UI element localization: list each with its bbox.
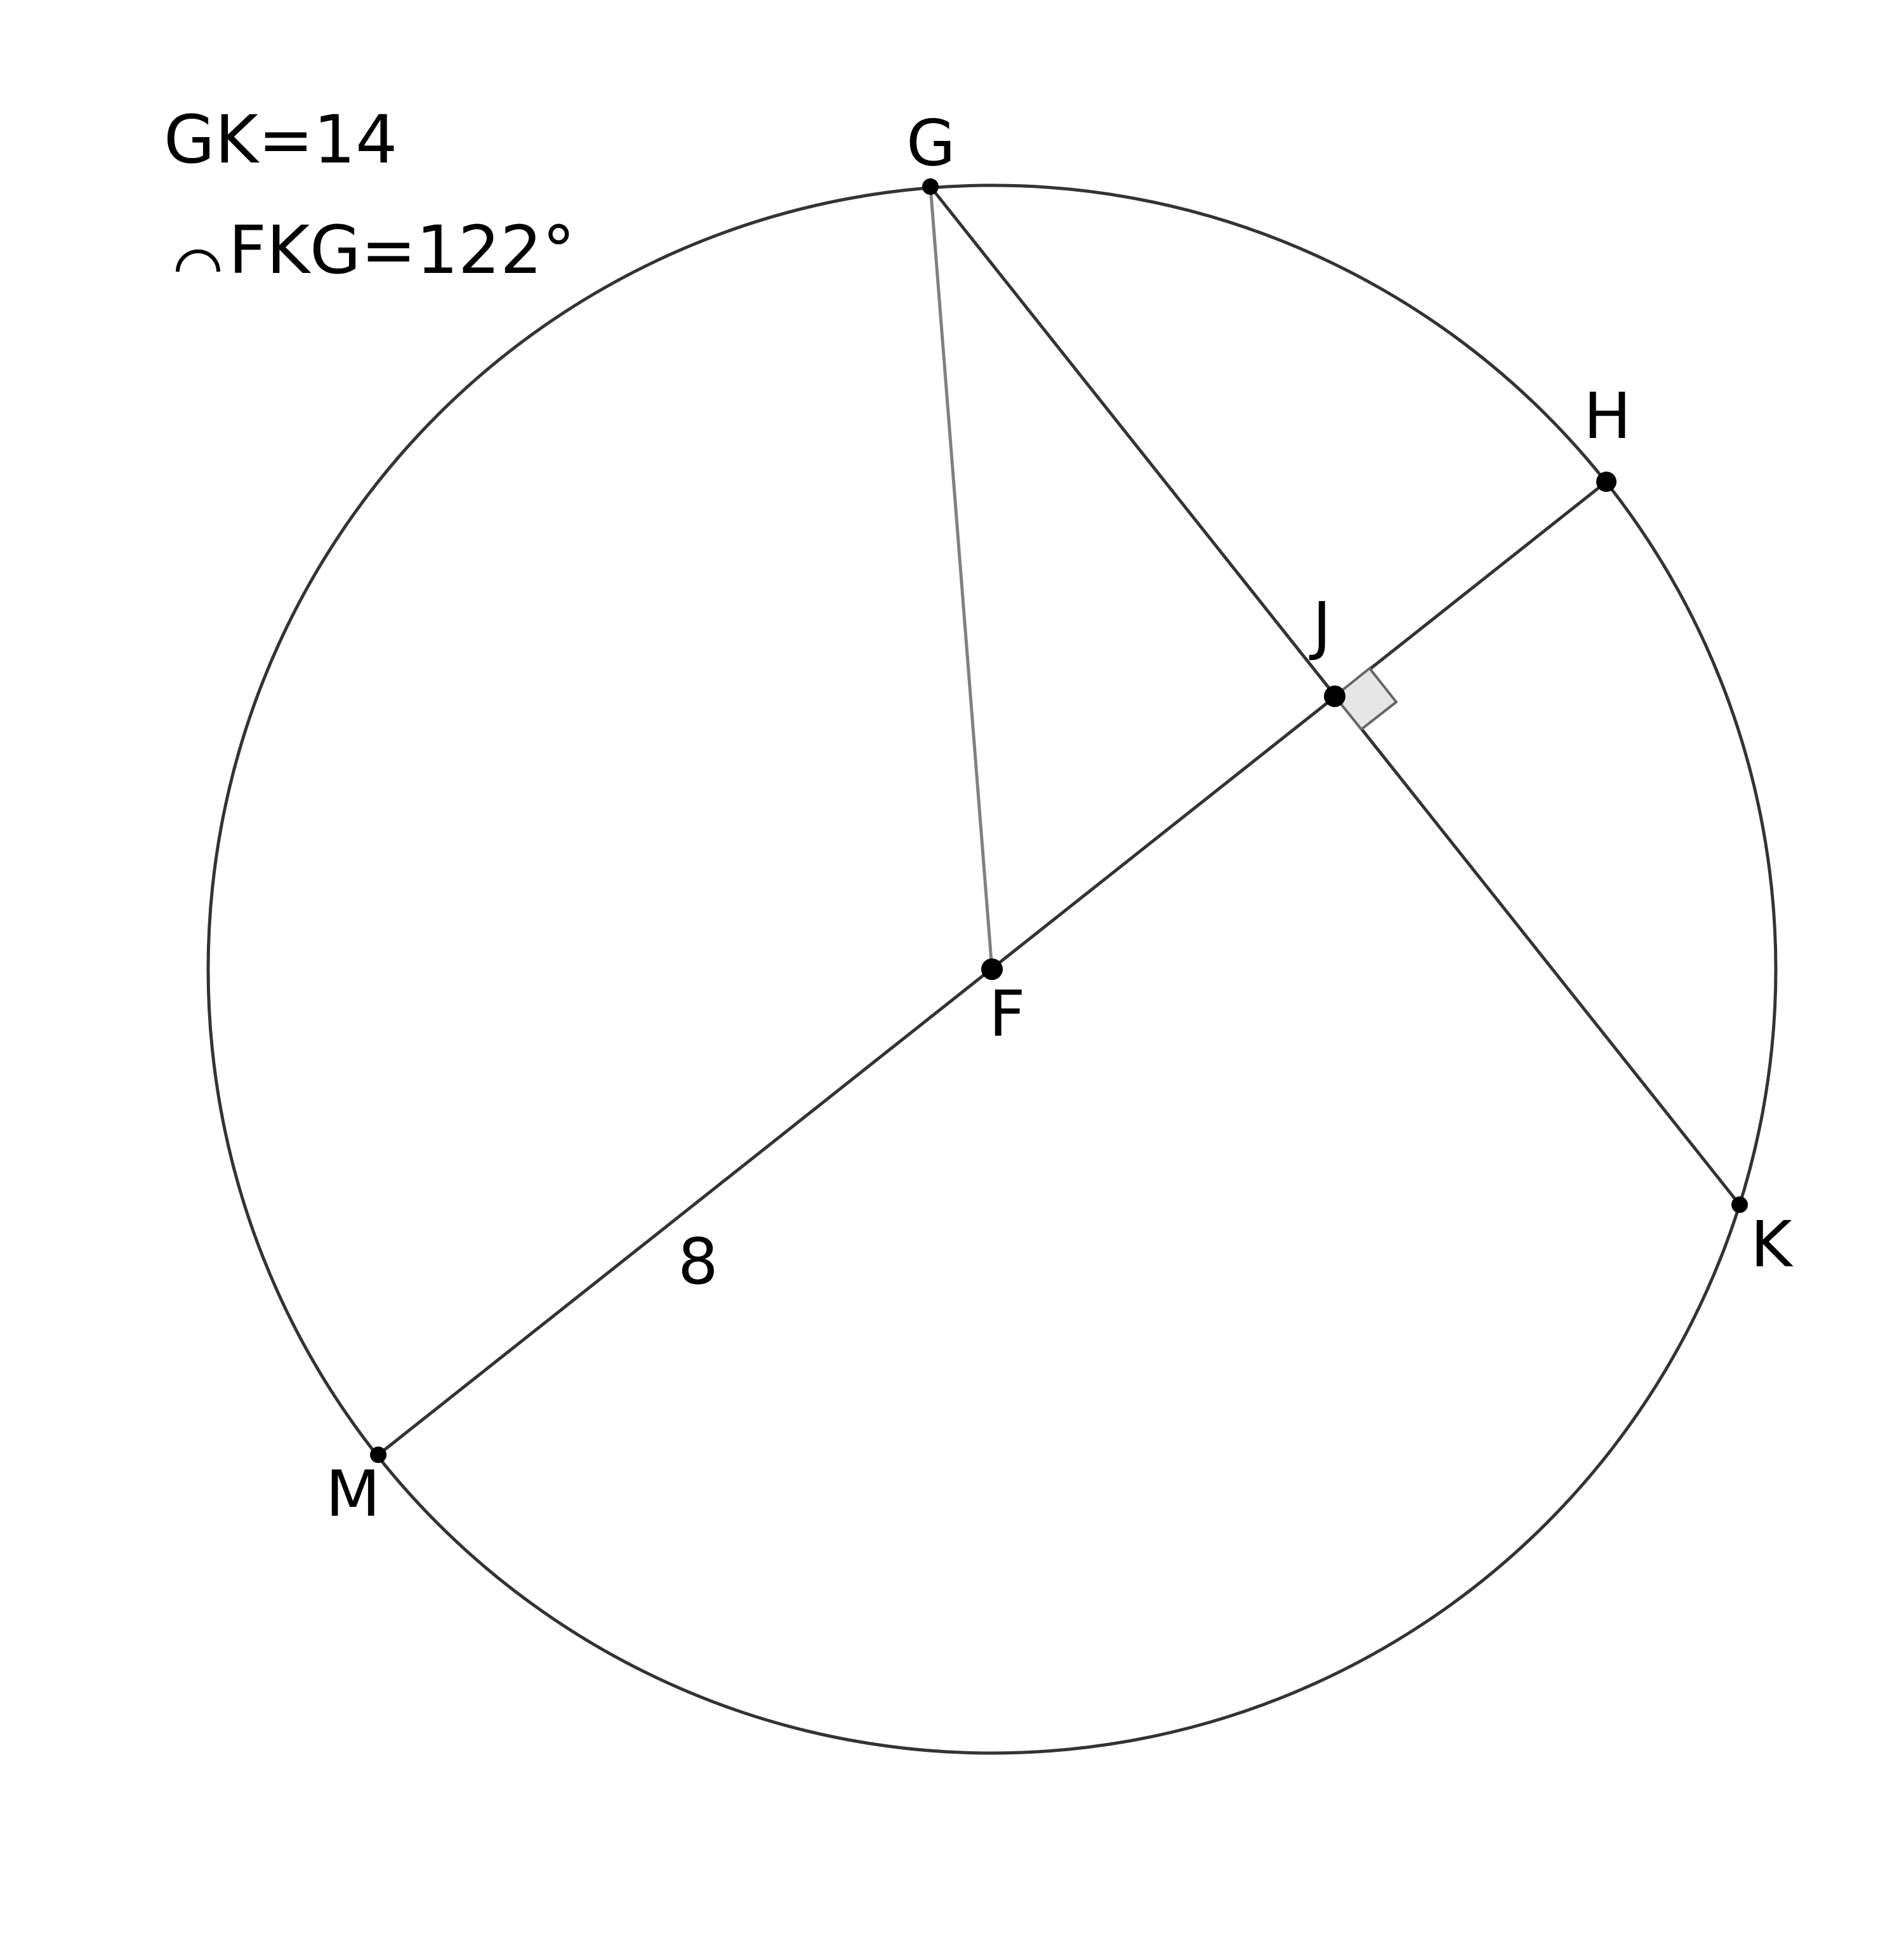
point-g [922, 178, 939, 195]
given-gk: GK=14 [164, 101, 397, 178]
label-h: H [1583, 379, 1631, 453]
label-m: M [326, 1457, 380, 1531]
point-h [1596, 472, 1616, 492]
point-f [981, 958, 1003, 980]
right-angle-marker [1333, 666, 1398, 731]
label-j: J [1309, 588, 1332, 663]
segment-length-label: 8 [678, 1224, 718, 1299]
segment-fg [929, 185, 994, 971]
label-g: G [906, 106, 956, 180]
given-arc: FKG=122° [228, 211, 575, 289]
label-k: K [1750, 1207, 1794, 1282]
point-j [1324, 686, 1345, 707]
label-f: F [989, 977, 1026, 1051]
arc-symbol-icon [176, 249, 220, 272]
point-k [1731, 1196, 1748, 1213]
point-m [370, 1447, 387, 1463]
circle-f [206, 183, 1778, 1755]
